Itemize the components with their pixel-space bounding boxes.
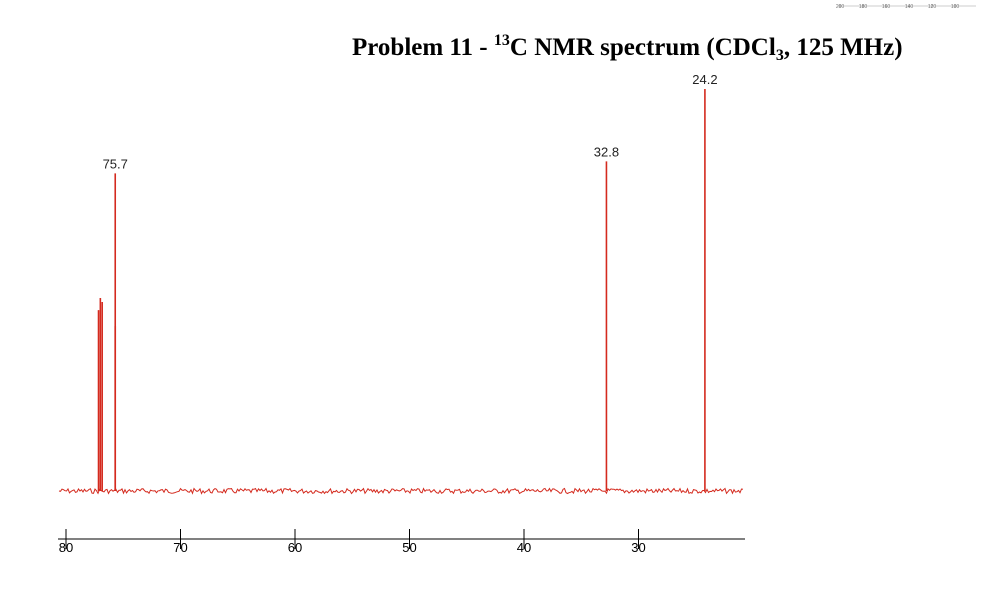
mini-axis-tick-label: 160 — [882, 4, 891, 10]
x-tick-label: 50 — [402, 540, 416, 555]
x-tick-label: 80 — [59, 540, 73, 555]
peak-labels: 75.7 32.8 24.2 — [103, 72, 718, 171]
mini-axis-tick-label: 180 — [859, 4, 868, 10]
peak-label: 32.8 — [594, 144, 619, 159]
peak-label: 75.7 — [103, 156, 128, 171]
baseline-noise — [58, 487, 744, 495]
spectrum-peaks — [97, 89, 706, 491]
chart-title: Problem 11 - 13C NMR spectrum (CDCl3, 12… — [352, 33, 982, 64]
x-tick-label: 60 — [288, 540, 302, 555]
x-tick-label: 40 — [517, 540, 531, 555]
mini-axis: 200 180 160 140 120 100 — [836, 4, 976, 10]
mini-axis-tick-label: 120 — [928, 4, 937, 10]
title-isotope: 13 — [493, 32, 510, 49]
x-axis: 80 70 60 50 40 30 — [58, 529, 745, 555]
x-tick-label: 70 — [173, 540, 187, 555]
title-prefix: Problem 11 - — [352, 34, 494, 61]
mini-axis-tick-label: 140 — [905, 4, 914, 10]
x-tick-label: 30 — [631, 540, 645, 555]
mini-axis-tick-label: 200 — [836, 4, 845, 10]
title-nucleus: C NMR spectrum (CDCl — [509, 34, 776, 61]
mini-axis-tick-label: 100 — [951, 4, 960, 10]
title-suffix: , 125 MHz) — [783, 34, 903, 61]
peak-label: 24.2 — [692, 72, 717, 87]
title-subscript: 3 — [775, 47, 784, 64]
spectrum-baseline — [58, 487, 744, 495]
